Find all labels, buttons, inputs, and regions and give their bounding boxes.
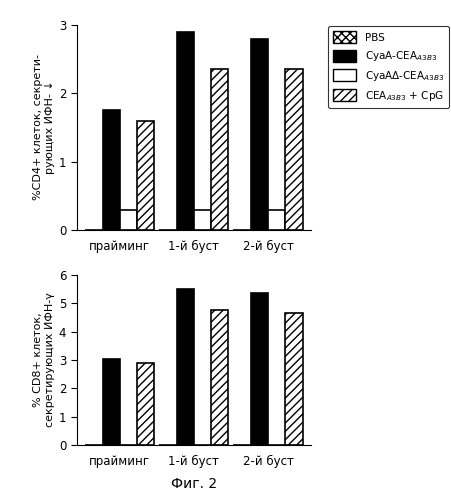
Bar — [120, 210, 137, 230]
Bar — [211, 310, 229, 445]
Bar — [268, 210, 285, 230]
Bar — [285, 70, 303, 230]
Bar — [251, 38, 268, 230]
Y-axis label: % CD8+ клеток,
секретирующих ИФН-γ: % CD8+ клеток, секретирующих ИФН-γ — [33, 292, 55, 428]
Bar — [285, 313, 303, 445]
Bar — [177, 289, 194, 445]
Bar — [177, 32, 194, 230]
Bar — [137, 364, 154, 445]
Text: Фиг. 2: Фиг. 2 — [171, 476, 217, 490]
Y-axis label: %CD4+ клеток, секрети-
рующих ИФН- ↓: %CD4+ клеток, секрети- рующих ИФН- ↓ — [33, 54, 55, 201]
Bar — [194, 210, 211, 230]
Bar — [102, 358, 120, 445]
Bar — [211, 70, 229, 230]
Bar — [251, 294, 268, 445]
Legend: PBS, CyaA-CEA$_{A3B3}$, CyaAΔ-CEA$_{A3B3}$, CEA$_{A3B3}$ + CpG: PBS, CyaA-CEA$_{A3B3}$, CyaAΔ-CEA$_{A3B3… — [328, 26, 449, 108]
Bar — [137, 120, 154, 230]
Bar — [102, 110, 120, 230]
